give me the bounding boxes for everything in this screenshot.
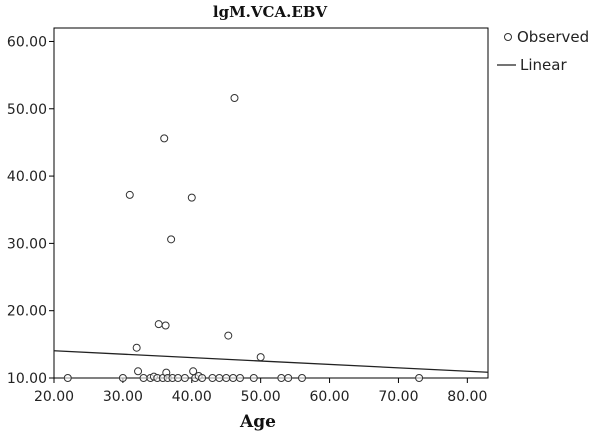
x-tick-label: 60.00 — [310, 389, 350, 405]
y-tick-label: 40.00 — [7, 169, 47, 185]
x-tick-label: 50.00 — [241, 389, 281, 405]
y-tick-label: 10.00 — [7, 371, 47, 387]
chart-title: lgM.VCA.EBV — [213, 3, 328, 21]
observed-point — [139, 374, 148, 382]
linear-fit-layer — [53, 350, 489, 373]
observed-point — [415, 374, 424, 382]
observed-point — [132, 343, 141, 352]
plot-area — [53, 27, 489, 379]
x-tick-label: 30.00 — [103, 389, 143, 405]
observed-point — [134, 367, 143, 376]
observed-point — [215, 374, 224, 382]
legend-linear-label: Linear — [520, 56, 567, 74]
observed-point — [230, 94, 239, 102]
x-tick-label: 70.00 — [378, 389, 418, 405]
y-tick-label: 50.00 — [7, 102, 47, 118]
x-tick-label: 80.00 — [447, 389, 487, 405]
x-tick-label: 20.00 — [34, 389, 74, 405]
observed-point — [236, 374, 244, 382]
observed-point — [161, 321, 170, 330]
y-tick-label: 60.00 — [7, 34, 47, 50]
observed-point — [249, 374, 258, 382]
legend-observed-marker — [504, 33, 512, 41]
x-tick-label: 40.00 — [172, 389, 212, 405]
observed-point — [160, 134, 169, 143]
y-axis: 10.00 20.00 30.00 40.00 50.00 60.00 — [7, 34, 54, 387]
observed-point — [256, 353, 265, 362]
legend: Observed Linear — [497, 28, 589, 74]
observed-point — [229, 374, 238, 382]
x-axis: 20.00 30.00 40.00 50.00 60.00 70.00 80.00 — [34, 378, 487, 405]
observed-point — [154, 320, 163, 329]
observed-point — [198, 374, 207, 382]
legend-observed-label: Observed — [517, 28, 589, 46]
observed-point — [118, 374, 127, 382]
observed-point — [222, 374, 231, 382]
observed-point — [63, 374, 72, 382]
linear-fit-line — [53, 350, 489, 373]
y-tick-label: 30.00 — [7, 236, 47, 252]
x-axis-label: Age — [239, 412, 276, 432]
observed-points-layer — [63, 94, 424, 382]
observed-point — [224, 331, 233, 340]
observed-point — [208, 374, 217, 382]
observed-point — [125, 190, 134, 199]
observed-point — [277, 374, 286, 382]
y-tick-label: 20.00 — [7, 304, 47, 320]
observed-point — [174, 374, 182, 382]
observed-point — [298, 374, 306, 382]
observed-point — [167, 235, 176, 244]
observed-point — [187, 193, 196, 202]
observed-point — [180, 374, 189, 382]
observed-point — [284, 374, 293, 382]
